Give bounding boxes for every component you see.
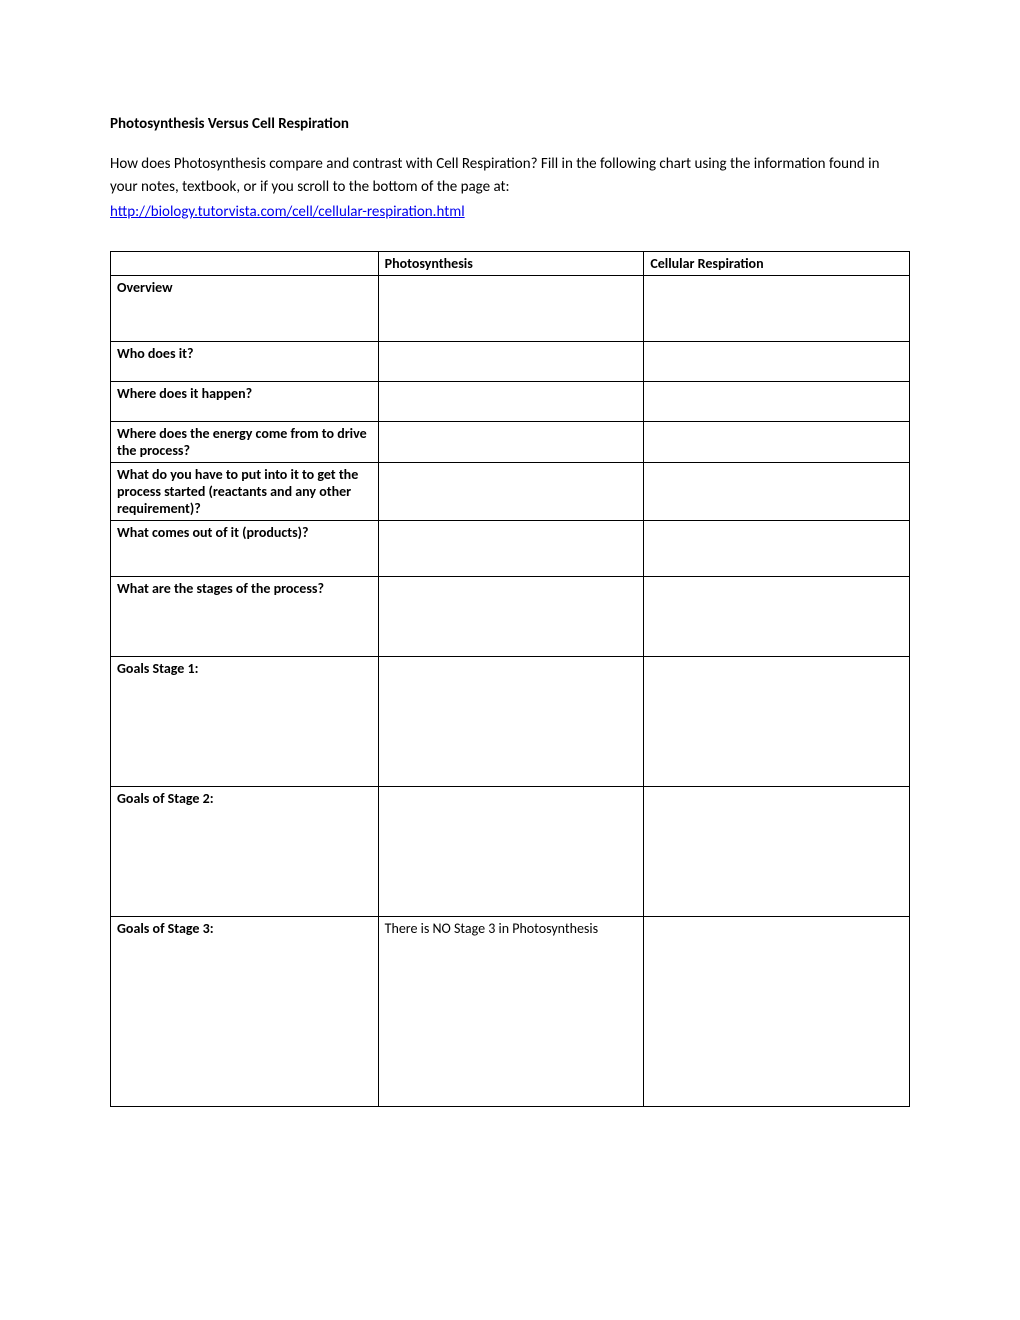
header-photosynthesis: Photosynthesis bbox=[378, 252, 644, 276]
cell-respiration bbox=[644, 917, 910, 1107]
row-label: Overview bbox=[111, 276, 379, 342]
row-label: Where does the energy come from to drive… bbox=[111, 422, 379, 463]
cell-photosynthesis bbox=[378, 657, 644, 787]
row-label: What comes out of it (products)? bbox=[111, 521, 379, 577]
cell-respiration bbox=[644, 276, 910, 342]
table-row: Where does the energy come from to drive… bbox=[111, 422, 910, 463]
header-blank bbox=[111, 252, 379, 276]
cell-respiration bbox=[644, 787, 910, 917]
table-row: What are the stages of the process? bbox=[111, 577, 910, 657]
table-row: What do you have to put into it to get t… bbox=[111, 463, 910, 521]
table-row: Where does it happen? bbox=[111, 382, 910, 422]
cell-photosynthesis bbox=[378, 422, 644, 463]
row-label: Where does it happen? bbox=[111, 382, 379, 422]
table-row: Who does it? bbox=[111, 342, 910, 382]
header-cellular-respiration: Cellular Respiration bbox=[644, 252, 910, 276]
row-label: Goals of Stage 2: bbox=[111, 787, 379, 917]
cell-photosynthesis bbox=[378, 463, 644, 521]
comparison-table: Photosynthesis Cellular Respiration Over… bbox=[110, 251, 910, 1107]
table-row: What comes out of it (products)? bbox=[111, 521, 910, 577]
cell-photosynthesis bbox=[378, 577, 644, 657]
cell-photosynthesis bbox=[378, 276, 644, 342]
cell-respiration bbox=[644, 342, 910, 382]
cell-respiration bbox=[644, 577, 910, 657]
table-row: Goals of Stage 3: There is NO Stage 3 in… bbox=[111, 917, 910, 1107]
table-header-row: Photosynthesis Cellular Respiration bbox=[111, 252, 910, 276]
cell-photosynthesis: There is NO Stage 3 in Photosynthesis bbox=[378, 917, 644, 1107]
table-row: Overview bbox=[111, 276, 910, 342]
cell-photosynthesis bbox=[378, 521, 644, 577]
table-row: Goals of Stage 2: bbox=[111, 787, 910, 917]
row-label: Goals Stage 1: bbox=[111, 657, 379, 787]
row-label: What do you have to put into it to get t… bbox=[111, 463, 379, 521]
intro-text: How does Photosynthesis compare and cont… bbox=[110, 153, 910, 198]
comparison-table-wrap: Photosynthesis Cellular Respiration Over… bbox=[110, 251, 910, 1107]
row-label: Who does it? bbox=[111, 342, 379, 382]
cell-respiration bbox=[644, 463, 910, 521]
page-title: Photosynthesis Versus Cell Respiration bbox=[110, 115, 910, 133]
row-label: What are the stages of the process? bbox=[111, 577, 379, 657]
row-label: Goals of Stage 3: bbox=[111, 917, 379, 1107]
cell-respiration bbox=[644, 521, 910, 577]
reference-link[interactable]: http://biology.tutorvista.com/cell/cellu… bbox=[110, 203, 465, 221]
cell-respiration bbox=[644, 657, 910, 787]
cell-respiration bbox=[644, 422, 910, 463]
cell-photosynthesis bbox=[378, 342, 644, 382]
table-row: Goals Stage 1: bbox=[111, 657, 910, 787]
cell-photosynthesis bbox=[378, 787, 644, 917]
cell-photosynthesis bbox=[378, 382, 644, 422]
cell-respiration bbox=[644, 382, 910, 422]
